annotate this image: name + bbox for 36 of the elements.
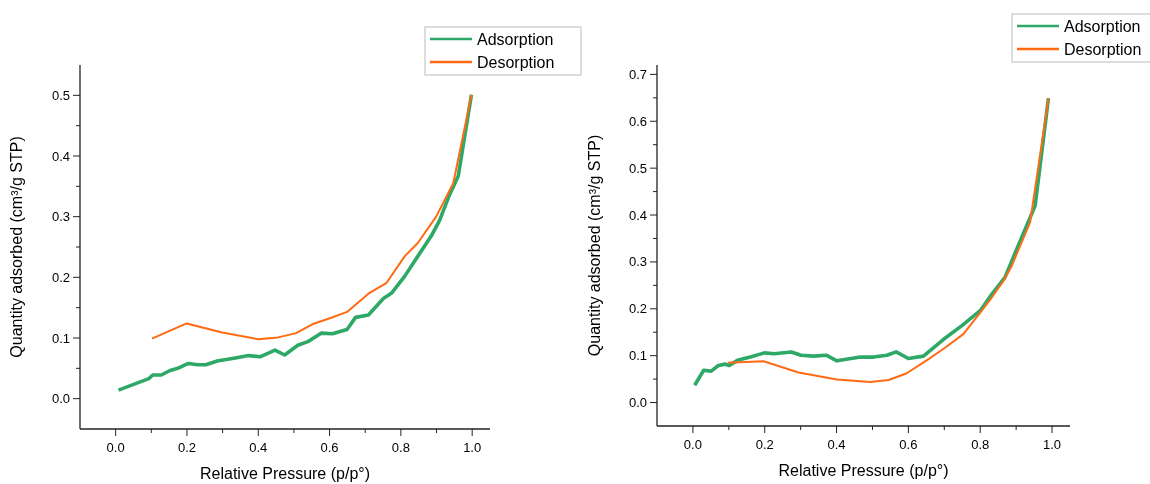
legend-label: Desorption [477, 54, 555, 71]
x-tick-label: 0.0 [683, 437, 702, 452]
legend-label: Adsorption [1064, 18, 1141, 35]
y-tick-label: 0.5 [51, 87, 70, 103]
x-tick-label: 0.2 [177, 440, 196, 455]
y-tick-label: 0.1 [628, 348, 647, 364]
y-tick-label: 0.5 [628, 160, 647, 176]
y-tick-label: 0.6 [628, 113, 647, 129]
line-series [116, 92, 474, 392]
y-tick-label: 0.2 [51, 269, 70, 285]
legend-label: Desorption [1064, 41, 1142, 58]
x-tick-label: 0.8 [391, 440, 410, 455]
x-tick-label: 0.0 [106, 440, 125, 455]
x-tick-label: 1.0 [463, 440, 482, 455]
x-tick-label: 0.4 [249, 440, 268, 455]
x-tick-label: 0.6 [320, 440, 339, 455]
y-tick-label: 0.2 [628, 301, 647, 317]
x-tick-label: 1.0 [1043, 437, 1062, 452]
y-axis-title: Quantity adsorbed (cm³/g STP) [586, 134, 603, 357]
x-tick-label: 0.4 [827, 437, 846, 452]
legend-label: Adsorption [477, 31, 554, 48]
x-axis-title: Relative Pressure (p/p°) [778, 462, 949, 479]
y-tick-label: 0.0 [628, 395, 647, 411]
y-tick-label: 0.7 [628, 66, 647, 82]
y-tick-label: 0.3 [51, 209, 70, 225]
y-tick-label: 0.4 [51, 148, 70, 164]
y-tick-label: 0.0 [51, 391, 70, 407]
x-tick-label: 0.2 [755, 437, 774, 452]
x-axis-title: Relative Pressure (p/p°) [199, 465, 371, 482]
y-tick-label: 0.1 [51, 330, 70, 346]
y-tick-label: 0.4 [628, 207, 647, 223]
y-tick-label: 0.3 [628, 254, 647, 270]
x-tick-label: 0.8 [971, 437, 990, 452]
x-tick-label: 0.6 [899, 437, 918, 452]
y-axis-title: Quantity adsorbed (cm³/g STP) [8, 136, 25, 358]
line-series [151, 93, 473, 341]
